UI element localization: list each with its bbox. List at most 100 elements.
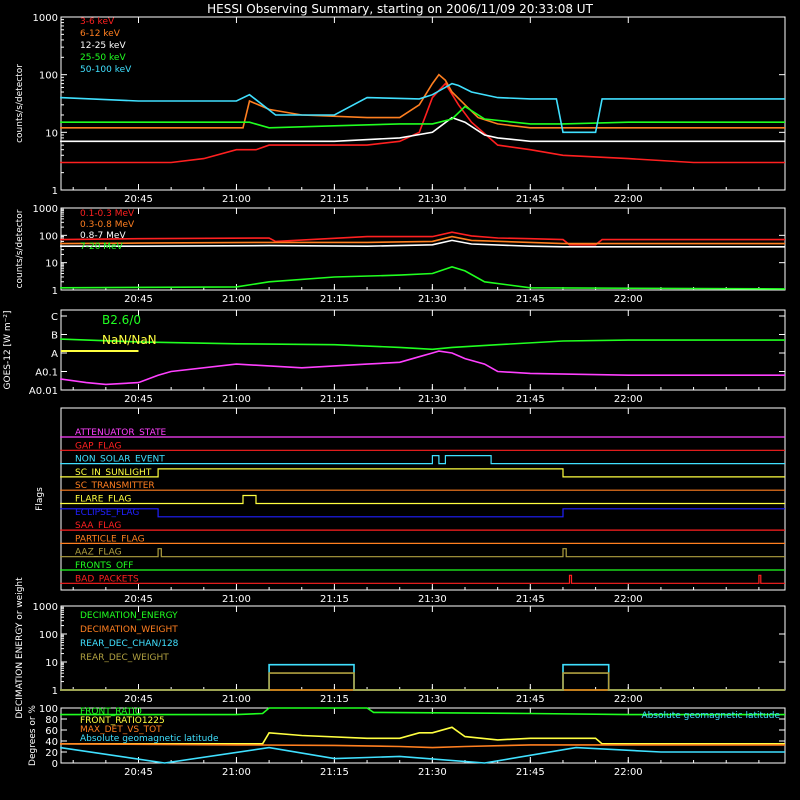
decimation-ytick-label: 10	[45, 658, 58, 669]
goes-frame	[60, 309, 786, 391]
ratios-ytick-label: 60	[45, 726, 58, 737]
flag-label: FRONTS_OFF	[75, 561, 133, 571]
hxr-legend-entry: 50-100 keV	[80, 65, 132, 75]
flags-xtick-label: 21:45	[516, 594, 545, 605]
hxr-series-50-100-kev	[60, 82, 785, 134]
ratios-legend-entry: Absolute geomagnetic latitude	[80, 734, 219, 744]
ratios-xtick-label: 21:00	[222, 767, 251, 778]
panel-goes: 20:45 21:00 21:15 21:30 21:45 22:00 CBA A0.1 A0.…	[3, 309, 786, 405]
ratios-ytick-label: 40	[45, 737, 58, 748]
decimation-ytick-label: 1	[52, 686, 58, 697]
goes-xtick-label: 21:15	[320, 394, 349, 405]
goes-ytick-label: C	[51, 312, 58, 323]
gamma-xtick-label: 22:00	[614, 294, 643, 305]
goes-annotation-2: NaN/NaN	[102, 333, 157, 347]
goes-xtick-label: 20:45	[124, 394, 153, 405]
flag-line-eclipse-flag	[60, 508, 785, 518]
hxr-xtick-label: 21:30	[418, 194, 447, 205]
gamma-frame	[60, 207, 786, 291]
ratios-xtick-label: 20:45	[124, 767, 153, 778]
flags-xtick-label: 21:30	[418, 594, 447, 605]
ratios-xtick-label: 21:30	[418, 767, 447, 778]
ratios-annotation: Absolute geomagnetic latitude	[641, 711, 780, 721]
gamma-series-0-8-7-mev	[60, 239, 785, 248]
decimation-xtick-label: 22:00	[614, 694, 643, 705]
goes-xtick-label: 22:00	[614, 394, 643, 405]
goes-ytick-label: A0.01	[29, 386, 58, 397]
gamma-legend-entry: 7-20 MeV	[80, 242, 124, 252]
flag-label: SC_TRANSMITTER	[75, 481, 155, 491]
ratios-frame	[60, 707, 786, 764]
hxr-series-12-25-kev	[60, 116, 785, 143]
goes-xtick-label: 21:00	[222, 394, 251, 405]
flags-xtick-label: 21:00	[222, 594, 251, 605]
ratios-series-max-det-vs-tot	[60, 743, 785, 749]
hxr-xtick-label: 20:45	[124, 194, 153, 205]
flag-label: NON_SOLAR_EVENT	[75, 455, 165, 465]
panel-decimation: 20:45 21:00 21:15 21:30 21:45 22:00 1 10 100 1000…	[15, 577, 786, 719]
flag-line-aaz-flag	[60, 548, 785, 558]
ratios-ytick-label: 80	[45, 715, 58, 726]
panel-gamma: 20:45 21:00 21:15 21:30 21:45 22:00 1 10 100 1000…	[15, 204, 786, 305]
hxr-legend-entry: 25-50 keV	[80, 53, 126, 63]
gamma-ylabel: counts/s/detector	[15, 209, 25, 288]
hxr-legend-entry: 6-12 keV	[80, 29, 121, 39]
flags-frame	[60, 407, 786, 591]
gamma-xtick-label: 21:15	[320, 294, 349, 305]
gamma-xtick-label: 20:45	[124, 294, 153, 305]
goes-annotation-1: B2.6/0	[102, 313, 141, 327]
flag-label: SC_IN_SUNLIGHT	[75, 468, 152, 478]
panel-hxr: 20:45 21:00 21:15 21:30 21:45 22:00 1 10 100 1000…	[15, 13, 786, 205]
goes-series-goes-1-8-a	[60, 338, 785, 351]
gamma-ytick-label: 10	[45, 259, 58, 270]
panel-flags: 20:45 21:00 21:15 21:30 21:45 22:00 ATTENUATOR…	[35, 407, 786, 605]
flag-label: PARTICLE_FLAG	[75, 534, 145, 544]
flag-label: ATTENUATOR_STATE	[75, 428, 167, 438]
goes-ytick-label: A0.1	[35, 368, 58, 379]
gamma-ytick-label: 100	[39, 231, 58, 242]
hxr-ytick-label: 100	[39, 71, 58, 82]
gamma-legend-entry: 0.8-7 MeV	[80, 231, 126, 241]
hxr-series-25-50-kev	[60, 105, 785, 129]
decimation-legend-entry: DECIMATION_ENERGY	[80, 611, 178, 621]
ratios-ylabel: Degrees or %	[28, 705, 38, 766]
hxr-xtick-label: 21:00	[222, 194, 251, 205]
ratios-xtick-label: 21:15	[320, 767, 349, 778]
gamma-ytick-label: 1000	[33, 204, 58, 215]
decimation-series-rear-dec-chan-128	[60, 663, 785, 691]
flag-label: BAD_PACKETS	[75, 574, 139, 584]
decimation-xtick-label: 20:45	[124, 694, 153, 705]
hxr-legend-entry: 3-6 keV	[80, 17, 115, 27]
decimation-xtick-label: 21:15	[320, 694, 349, 705]
decimation-series-rear-dec-weight	[60, 672, 785, 691]
hxr-xtick-label: 21:15	[320, 194, 349, 205]
hxr-xtick-label: 21:45	[516, 194, 545, 205]
goes-ylabel: GOES-12 [W m⁻²]	[3, 311, 13, 390]
goes-ytick-label: A	[51, 349, 58, 360]
flag-label: FLARE_FLAG	[75, 495, 131, 505]
decimation-ytick-label: 100	[39, 630, 58, 641]
gamma-ytick-label: 1	[52, 286, 58, 297]
panel-ratios: 20:45 21:00 21:15 21:30 21:45 22:00 0204060801…	[28, 704, 786, 778]
hxr-ytick-label: 1	[52, 186, 58, 197]
hxr-xtick-label: 22:00	[614, 194, 643, 205]
hxr-ylabel: counts/s/detector	[15, 64, 25, 143]
gamma-xtick-label: 21:45	[516, 294, 545, 305]
flag-line-non-solar-event	[60, 455, 785, 465]
decimation-ytick-label: 1000	[33, 602, 58, 613]
flags-xtick-label: 22:00	[614, 594, 643, 605]
flags-xtick-label: 20:45	[124, 594, 153, 605]
hxr-series-3-6-kev	[60, 82, 785, 164]
ratios-ytick-label: 20	[45, 748, 58, 759]
goes-xtick-label: 21:45	[516, 394, 545, 405]
decimation-legend-entry: REAR_DEC_WEIGHT	[80, 653, 169, 663]
hxr-ytick-label: 1000	[33, 13, 58, 24]
hxr-ytick-label: 10	[45, 128, 58, 139]
gamma-series-0-1-0-3-mev	[60, 231, 785, 246]
hxr-series-6-12-kev	[60, 73, 785, 129]
flags-xtick-label: 21:15	[320, 594, 349, 605]
ratios-ytick-label: 100	[39, 704, 58, 715]
hxr-frame	[60, 16, 786, 191]
